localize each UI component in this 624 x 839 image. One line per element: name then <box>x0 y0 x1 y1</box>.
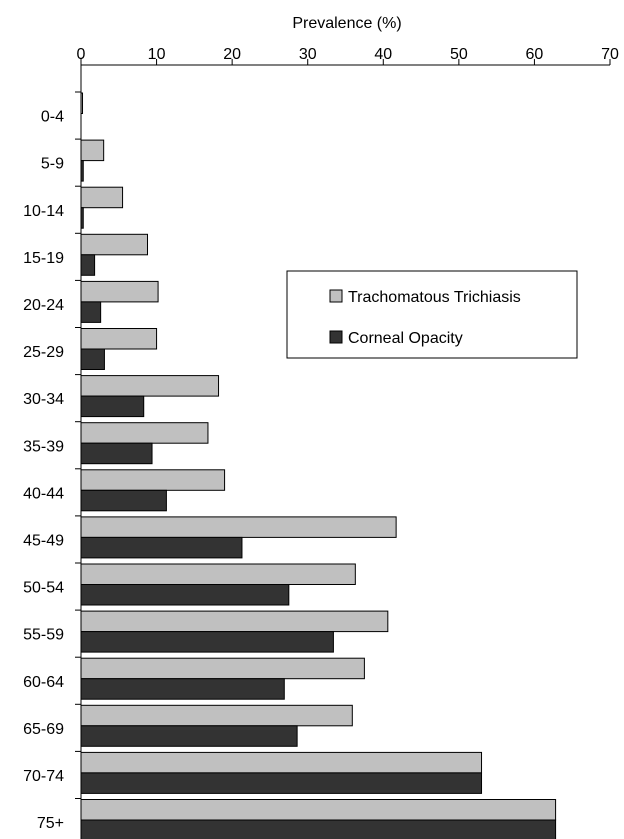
y-category-label: 35-39 <box>23 438 64 455</box>
legend-label-corneal-opacity: Corneal Opacity <box>348 330 463 347</box>
bar-corneal-opacity <box>80 348 105 370</box>
y-category-label: 20-24 <box>23 297 64 314</box>
y-axis-categories: 0-4 5-9 10-14 15-19 20-24 25-29 30-34 35-39 40-4… <box>23 91 81 832</box>
legend: Trachomatous Trichiasis Corneal Opacity <box>286 270 578 359</box>
x-tick-label: 0 <box>77 46 86 63</box>
x-axis-title: Prevalence (%) <box>292 15 401 32</box>
y-category-label: 30-34 <box>23 391 64 408</box>
bar-trachomatous-trichiasis <box>80 704 353 727</box>
bar-trachomatous-trichiasis <box>80 516 397 538</box>
bar-trachomatous-trichiasis <box>80 375 220 397</box>
legend-swatch-corneal-opacity <box>329 330 343 344</box>
x-axis-ticks: 0 10 20 30 40 50 60 70 <box>77 46 619 65</box>
y-category-label: 45-49 <box>23 532 64 549</box>
x-tick-label: 60 <box>526 46 544 63</box>
y-category-label: 75+ <box>37 815 64 832</box>
x-tick-label: 50 <box>450 46 468 63</box>
legend-label-trachomatous-trichiasis: Trachomatous Trichiasis <box>348 289 521 306</box>
y-category-label: 10-14 <box>23 203 64 220</box>
bars <box>80 92 557 839</box>
y-category-label: 5-9 <box>41 156 64 173</box>
y-category-label: 15-19 <box>23 250 64 267</box>
y-category-label: 60-64 <box>23 674 64 691</box>
x-tick-label: 40 <box>374 46 392 63</box>
bar-trachomatous-trichiasis <box>80 469 226 491</box>
x-tick-label: 30 <box>299 46 317 63</box>
bar-trachomatous-trichiasis <box>80 563 356 585</box>
y-category-label: 25-29 <box>23 344 64 361</box>
y-category-label: 55-59 <box>23 627 64 644</box>
bar-trachomatous-trichiasis <box>80 751 483 774</box>
bar-trachomatous-trichiasis <box>80 422 209 444</box>
bar-corneal-opacity <box>80 442 153 465</box>
bar-corneal-opacity <box>80 301 102 323</box>
bar-corneal-opacity <box>80 631 334 653</box>
bar-corneal-opacity <box>80 584 290 606</box>
y-category-label: 0-4 <box>41 109 64 126</box>
bar-corneal-opacity <box>80 819 557 839</box>
y-category-label: 40-44 <box>23 485 64 502</box>
y-category-label: 70-74 <box>23 768 64 785</box>
y-category-label: 65-69 <box>23 721 64 738</box>
bar-corneal-opacity <box>80 489 167 512</box>
bar-corneal-opacity <box>80 536 243 559</box>
bar-corneal-opacity <box>80 395 145 418</box>
bar-corneal-opacity <box>80 254 96 276</box>
bar-trachomatous-trichiasis <box>80 799 557 821</box>
bar-corneal-opacity <box>80 725 298 747</box>
bar-corneal-opacity <box>80 772 483 794</box>
legend-swatch-trachomatous-trichiasis <box>329 289 343 303</box>
x-tick-label: 20 <box>223 46 241 63</box>
bar-trachomatous-trichiasis <box>80 280 159 303</box>
y-category-label: 50-54 <box>23 580 64 597</box>
bar-trachomatous-trichiasis <box>80 139 105 162</box>
bar-corneal-opacity <box>80 678 285 700</box>
bar-trachomatous-trichiasis <box>80 186 124 209</box>
bar-trachomatous-trichiasis <box>80 657 365 680</box>
bar-trachomatous-trichiasis <box>80 233 149 256</box>
x-tick-label: 10 <box>148 46 166 63</box>
bar-trachomatous-trichiasis <box>80 328 158 350</box>
x-tick-label: 70 <box>601 46 619 63</box>
bar-trachomatous-trichiasis <box>80 610 389 633</box>
